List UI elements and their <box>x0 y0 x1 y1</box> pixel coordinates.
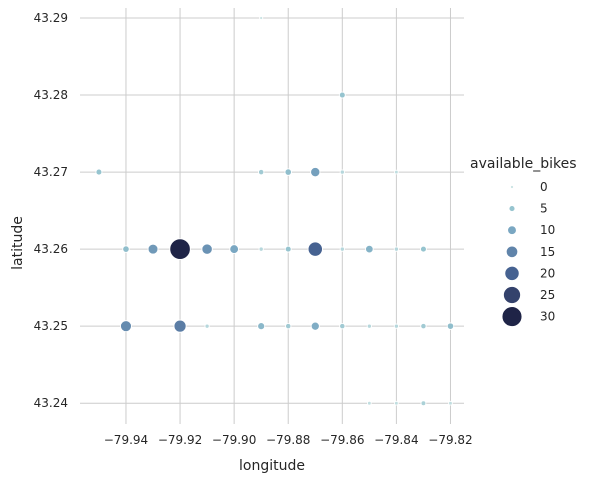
x-axis-ticks: −79.94 −79.92 −79.90 −79.88 −79.86 −79.84 −79.… <box>104 433 473 447</box>
data-point <box>258 168 265 176</box>
legend-marker <box>505 245 519 259</box>
data-point <box>366 323 372 329</box>
data-point <box>120 320 132 333</box>
data-point <box>339 169 345 175</box>
data-point <box>284 245 292 253</box>
y-tick-label: 43.29 <box>34 11 68 25</box>
x-tick-label: −79.92 <box>158 433 202 447</box>
x-tick-label: −79.90 <box>212 433 256 447</box>
data-point <box>446 322 455 330</box>
data-point <box>284 168 292 176</box>
legend-marker <box>507 225 517 236</box>
y-axis-label: latitude <box>10 216 26 270</box>
x-tick-label: −79.82 <box>428 433 472 447</box>
data-point <box>339 322 346 330</box>
data-point <box>285 322 292 330</box>
data-point <box>201 243 213 255</box>
legend-label: 25 <box>540 288 555 302</box>
data-point <box>169 238 191 260</box>
data-point <box>367 400 372 406</box>
x-tick-label: −79.86 <box>320 433 364 447</box>
data-point <box>122 245 130 253</box>
legend-marker <box>509 184 515 190</box>
x-axis-label: longitude <box>239 458 305 474</box>
data-point <box>420 400 427 407</box>
legend-label: 30 <box>540 310 555 324</box>
legend-marker <box>504 265 520 282</box>
legend-marker <box>501 306 523 328</box>
data-point <box>448 400 453 406</box>
data-point <box>204 323 210 329</box>
data-point <box>394 169 399 175</box>
data-point <box>257 322 266 331</box>
data-point <box>95 168 103 176</box>
data-point <box>393 246 400 252</box>
y-tick-label: 43.27 <box>34 165 68 179</box>
legend-title: available_bikes <box>470 156 576 172</box>
data-points <box>95 15 455 407</box>
x-tick-label: −79.88 <box>266 433 310 447</box>
data-point <box>259 15 264 21</box>
legend-items: 0 5 10 15 20 25 30 <box>501 180 555 328</box>
y-tick-label: 43.26 <box>34 242 68 256</box>
legend-marker <box>502 285 522 305</box>
y-tick-label: 43.24 <box>34 396 68 410</box>
legend-label: 5 <box>540 202 548 216</box>
legend-label: 10 <box>540 223 555 237</box>
y-tick-label: 43.28 <box>34 88 68 102</box>
data-point <box>420 322 427 330</box>
data-point <box>310 321 320 331</box>
y-tick-label: 43.25 <box>34 319 68 333</box>
legend-label: 20 <box>540 266 555 280</box>
legend-marker <box>508 205 516 213</box>
data-point <box>173 319 187 333</box>
data-point <box>365 244 374 254</box>
data-point <box>310 166 321 178</box>
data-point <box>394 400 399 406</box>
data-point <box>258 246 264 252</box>
data-point <box>339 246 345 252</box>
data-point <box>338 91 346 99</box>
data-point <box>393 323 400 329</box>
data-point <box>307 241 323 257</box>
data-point <box>147 243 159 255</box>
grid-lines <box>80 8 464 424</box>
y-axis-ticks: 43.24 43.25 43.26 43.27 43.28 43.29 <box>34 11 68 410</box>
legend: available_bikes 0 5 10 15 20 25 30 <box>470 156 576 328</box>
data-point <box>229 244 239 254</box>
x-tick-label: −79.84 <box>374 433 418 447</box>
x-tick-label: −79.94 <box>104 433 148 447</box>
legend-label: 0 <box>540 180 548 194</box>
data-point <box>419 245 427 253</box>
legend-label: 15 <box>540 245 555 259</box>
